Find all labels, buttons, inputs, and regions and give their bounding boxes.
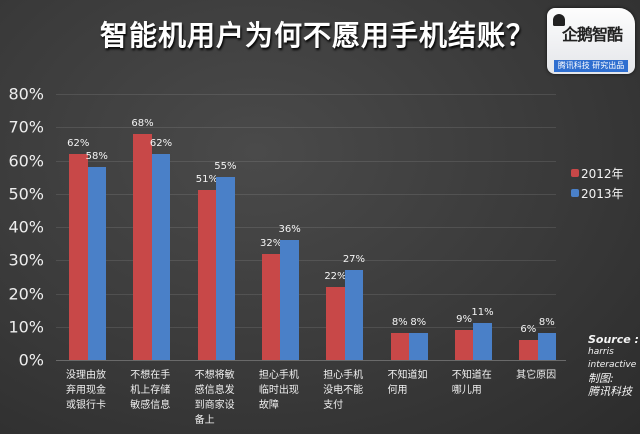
x-label-line: 备上 (194, 415, 215, 426)
gridline (56, 194, 556, 195)
bar-2013 (87, 167, 106, 360)
legend-label: 2012年 (581, 166, 624, 181)
value-label: 8% (391, 317, 408, 329)
x-category-label: 担心手机没电不能支付 (323, 368, 375, 413)
value-label: 8% (410, 317, 427, 329)
bar-2013 (537, 333, 557, 360)
x-label-line: 不想将敏 (194, 370, 235, 381)
credit-heading: 制图: (588, 372, 614, 385)
x-label-line: 没理由放 (66, 370, 106, 381)
gridline (56, 294, 556, 295)
legend: 2012年 2013年 (571, 165, 624, 205)
x-category-label: 不想在手机上存储敏感信息 (130, 368, 182, 413)
x-category-label: 不想将敏感信息发到商家设备上 (195, 368, 247, 428)
x-label-line: 担心手机 (323, 370, 364, 381)
x-label-line: 其它原因 (516, 370, 557, 381)
value-label: 27% (342, 254, 366, 266)
x-category-label: 其它原因 (516, 368, 568, 383)
x-label-line: 担心手机 (258, 370, 299, 381)
bar-2012 (197, 190, 217, 360)
value-label: 22% (324, 270, 347, 282)
x-category-label: 担心手机临时出现故障 (259, 368, 311, 413)
value-label: 9% (456, 314, 472, 326)
y-tick-label: 60% (8, 151, 44, 170)
gridline (56, 327, 556, 328)
bar-2013 (151, 153, 171, 360)
x-label-line: 感信息发 (194, 385, 235, 396)
value-label: 11% (471, 307, 494, 319)
value-label: 8% (538, 317, 555, 329)
x-label-line: 到商家设 (194, 400, 235, 411)
bar-2013 (344, 270, 364, 360)
gridline (56, 127, 556, 128)
bar-2013 (280, 240, 299, 360)
value-label: 36% (278, 224, 301, 236)
value-label: 55% (214, 161, 237, 173)
x-label-line: 没电不能 (323, 385, 364, 396)
bar-2012 (69, 153, 88, 360)
bar-2013 (473, 323, 492, 360)
logo-brand: 企鹅智酷 (561, 25, 623, 44)
y-tick-label: 20% (8, 284, 44, 303)
x-category-label: 不知道如 何用 (388, 368, 440, 398)
penguin-icon (553, 14, 565, 26)
legend-swatch-red (571, 169, 579, 177)
y-tick-label: 80% (8, 84, 44, 104)
x-label-line: 不知道在 (451, 370, 492, 381)
value-label: 32% (260, 237, 283, 249)
logo-banner: 腾讯科技 研究出品 (554, 60, 628, 72)
gridline (56, 94, 556, 95)
y-tick-label: 40% (8, 217, 44, 237)
gridline (56, 260, 556, 261)
legend-item-2012: 2012年 (571, 165, 624, 181)
bar-2012 (133, 133, 152, 360)
credit-name: 腾讯科技 (588, 385, 632, 398)
source-heading: Source : (588, 333, 639, 346)
x-label-line: 不想在手 (130, 370, 171, 381)
x-category-label: 不知道在 哪儿用 (452, 368, 504, 398)
source-name: harris (588, 347, 614, 357)
source-note: Source : harris interactive 制图: 腾讯科技 (588, 333, 640, 398)
gridline (56, 227, 556, 228)
legend-label: 2013年 (581, 186, 624, 201)
x-label-line: 机上存储 (130, 385, 171, 396)
value-label: 62% (149, 137, 173, 149)
bar-2012 (326, 286, 345, 360)
bar-2012 (519, 340, 538, 360)
bar-2013 (216, 177, 235, 360)
value-label: 62% (67, 137, 90, 149)
value-label: 68% (131, 117, 154, 129)
x-label-line: 何用 (387, 385, 408, 396)
y-tick-label: 70% (8, 117, 44, 137)
chart-title: 智能机用户为何不愿用手机结账？ (100, 19, 536, 52)
source-name-2: interactive (588, 360, 637, 370)
legend-item-2013: 2013年 (571, 185, 624, 201)
x-label-line: 弃用现金 (66, 385, 106, 396)
value-label: 6% (520, 324, 537, 336)
bar-2012 (261, 253, 281, 360)
y-tick-label: 50% (8, 184, 44, 204)
legend-swatch-blue (571, 189, 579, 197)
x-label-line: 或银行卡 (66, 400, 106, 411)
x-label-line: 临时出现 (258, 385, 299, 396)
x-category-label: 没理由放弃用现金或银行卡 (66, 368, 118, 413)
x-label-line: 敏感信息 (130, 400, 171, 411)
y-tick-label: 0% (18, 350, 44, 370)
bar-2012 (390, 333, 409, 360)
bar-2013 (409, 333, 428, 360)
logo: 企鹅智酷 腾讯科技 研究出品 (547, 8, 635, 74)
value-label: 51% (195, 174, 218, 186)
x-label-line: 不知道如 (387, 370, 428, 381)
x-label-line: 故障 (258, 400, 279, 411)
y-tick-label: 10% (8, 317, 44, 337)
bar-2012 (454, 330, 474, 360)
x-axis-line (56, 360, 566, 361)
gridline (56, 161, 556, 162)
y-tick-label: 30% (8, 250, 44, 270)
value-label: 58% (85, 151, 108, 163)
x-label-line: 哪儿用 (451, 385, 482, 396)
x-label-line: 支付 (323, 400, 344, 411)
